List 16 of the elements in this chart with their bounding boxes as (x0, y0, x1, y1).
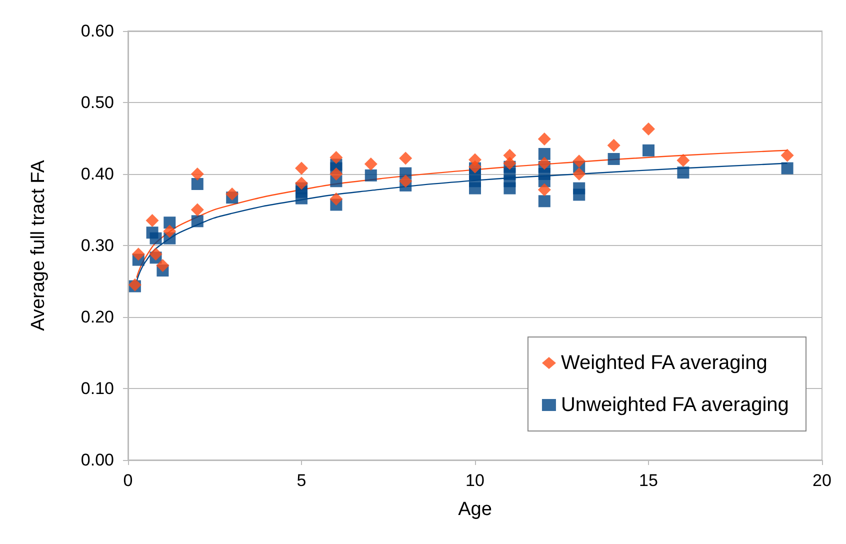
y-tick-label: 0.30 (80, 236, 114, 255)
x-tick-label: 15 (639, 471, 658, 490)
x-tick-label: 5 (296, 471, 306, 490)
y-tick-label: 0.60 (80, 22, 114, 40)
x-axis-title: Age (458, 499, 492, 520)
x-tick-label: 20 (812, 471, 832, 490)
x-tick-label: 10 (466, 471, 484, 490)
legend-label: Unweighted FA averaging (560, 394, 789, 416)
x-tick-label: 0 (123, 471, 133, 490)
y-axis-title: Average full tract FA (28, 160, 49, 331)
y-tick-label: 0.50 (80, 93, 114, 112)
y-tick-label: 0.00 (80, 450, 114, 470)
y-tick-label: 0.20 (80, 308, 114, 326)
legend-label: Weighted FA averaging (560, 352, 768, 374)
y-tick-label: 0.40 (80, 164, 114, 184)
y-tick-label: 0.10 (80, 379, 114, 398)
